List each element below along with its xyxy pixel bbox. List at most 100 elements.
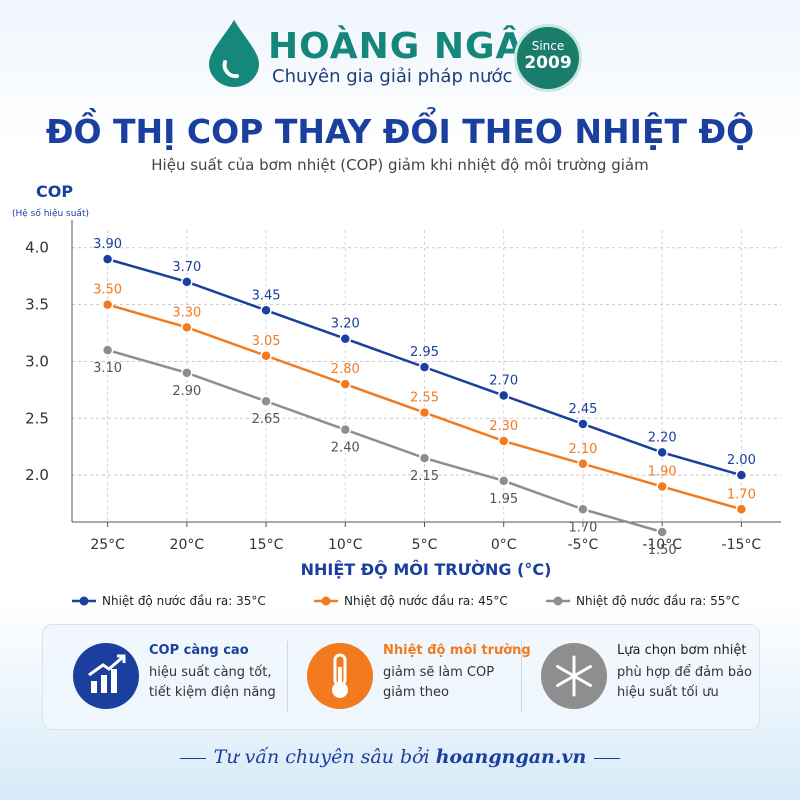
value-label: 3.70 — [172, 260, 201, 275]
data-point — [260, 395, 272, 407]
data-point — [656, 526, 668, 538]
data-point — [497, 435, 510, 447]
value-label: 2.45 — [568, 402, 597, 417]
value-label: 2.95 — [410, 345, 439, 360]
x-tick-label: 15°C — [249, 537, 284, 553]
legend-label: Nhiệt độ nước đầu ra: 55°C — [576, 594, 740, 608]
value-label: 1.50 — [648, 543, 677, 558]
x-tick-label: -15°C — [722, 537, 762, 553]
logo-drop — [209, 20, 259, 87]
y-tick-label: 2.5 — [25, 409, 49, 427]
y-axis-sublabel: (Hệ số hiệu suất) — [12, 208, 89, 219]
y-tick-label: 3.5 — [25, 296, 49, 314]
x-tick-label: -5°C — [568, 537, 599, 553]
data-point — [101, 298, 114, 311]
footer-site: hoangngan.vn — [435, 746, 587, 768]
value-label: 1.90 — [648, 465, 677, 480]
data-point — [418, 452, 431, 464]
data-point — [181, 367, 193, 379]
data-point — [656, 446, 668, 459]
value-label: 3.50 — [93, 283, 122, 298]
chart-subtitle: Hiệu suất của bơm nhiệt (COP) giảm khi n… — [151, 156, 649, 174]
value-label: 2.40 — [331, 441, 360, 456]
info-card: COP càng cao hiệu suất càng tốt, tiết ki… — [73, 639, 276, 717]
x-tick-label: 20°C — [170, 537, 205, 553]
chart: COP (Hệ số hiệu suất) NHIỆT ĐỘ MÔI TRƯỜN… — [12, 182, 781, 608]
data-point — [181, 276, 193, 288]
tagline: Chuyên gia giải pháp nước — [272, 66, 513, 87]
value-label: 3.10 — [93, 361, 122, 376]
series-line — [107, 348, 663, 534]
value-label: 2.00 — [727, 453, 756, 468]
data-point — [339, 332, 352, 345]
info-card: Lựa chọn bơm nhiệt phù hợp để đảm bảo hi… — [541, 639, 752, 717]
info-card: Nhiệt độ môi trường giảm sẽ làm COP giảm… — [307, 639, 531, 717]
data-point — [339, 378, 352, 390]
x-tick-label: 25°C — [90, 537, 125, 553]
chart-title: ĐỒ THỊ COP THAY ĐỔI THEO NHIỆT ĐỘ — [45, 112, 755, 151]
value-label: 1.70 — [568, 520, 597, 535]
y-tick-label: 2.0 — [25, 466, 49, 484]
value-label: 3.90 — [93, 237, 122, 252]
card-text: phù hợp để đảm bảo hiệu suất tối ưu — [617, 665, 753, 700]
value-label: 2.10 — [568, 442, 597, 457]
x-tick-label: -10°C — [642, 537, 682, 553]
value-label: 2.15 — [410, 469, 439, 484]
card-title: Lựa chọn bơm nhiệt — [617, 643, 747, 658]
value-label: 2.70 — [489, 374, 518, 389]
info-panel: COP càng cao hiệu suất càng tốt, tiết ki… — [42, 624, 760, 730]
value-label: 2.90 — [172, 384, 201, 399]
card-title: Nhiệt độ môi trường — [383, 643, 531, 658]
footer: Tư vấn chuyên sâu bởi hoangngan.vn — [0, 746, 800, 768]
legend-label: Nhiệt độ nước đầu ra: 35°C — [102, 594, 266, 608]
data-point — [101, 344, 114, 356]
legend-marker-dot — [79, 596, 89, 606]
snowflake-icon — [541, 643, 607, 709]
legend-marker-dot — [321, 596, 331, 606]
card-text: giảm sẽ làm COP giảm theo — [383, 665, 495, 700]
y-tick-label: 4.0 — [25, 239, 49, 257]
footer-text: Tư vấn chuyên sâu bởi — [213, 746, 430, 768]
value-label: 2.65 — [252, 412, 281, 427]
value-label: 2.20 — [648, 430, 677, 445]
data-point — [339, 423, 352, 436]
value-label: 2.80 — [331, 362, 360, 377]
legend-label: Nhiệt độ nước đầu ra: 45°C — [344, 594, 508, 608]
since-badge: Since 2009 — [514, 24, 582, 92]
value-label: 2.55 — [410, 391, 439, 406]
value-label: 3.05 — [252, 334, 281, 349]
data-point — [418, 406, 431, 419]
y-tick-label: 3.0 — [25, 352, 49, 370]
card-text: hiệu suất càng tốt, tiết kiệm điện năng — [149, 665, 276, 700]
data-point — [656, 480, 668, 493]
data-point — [577, 418, 589, 430]
data-point — [577, 503, 589, 516]
brand-name: HOÀNG NGÂN — [268, 26, 556, 67]
data-point — [101, 253, 114, 265]
value-label: 2.30 — [489, 419, 518, 434]
data-point — [577, 458, 589, 470]
x-tick-label: 5°C — [412, 537, 438, 553]
x-tick-label: 10°C — [328, 537, 363, 553]
value-label: 3.20 — [331, 317, 360, 332]
y-axis-label: COP — [36, 182, 73, 201]
since-text: Since — [531, 39, 565, 53]
data-point — [260, 304, 272, 317]
legend-marker-dot — [553, 596, 563, 606]
value-label: 3.30 — [172, 305, 201, 320]
data-point — [497, 475, 510, 487]
value-label: 1.70 — [727, 487, 756, 502]
data-point — [735, 469, 748, 481]
data-point — [418, 361, 431, 373]
since-year: 2009 — [524, 53, 572, 73]
data-point — [260, 350, 272, 362]
chart-icon — [73, 643, 139, 709]
x-tick-label: 0°C — [491, 537, 517, 553]
data-point — [735, 503, 748, 516]
data-point — [181, 321, 193, 334]
thermometer-icon — [307, 643, 373, 709]
x-axis-label: NHIỆT ĐỘ MÔI TRƯỜNG (°C) — [301, 559, 552, 579]
card-title: COP càng cao — [149, 643, 249, 658]
value-label: 3.45 — [252, 288, 281, 303]
